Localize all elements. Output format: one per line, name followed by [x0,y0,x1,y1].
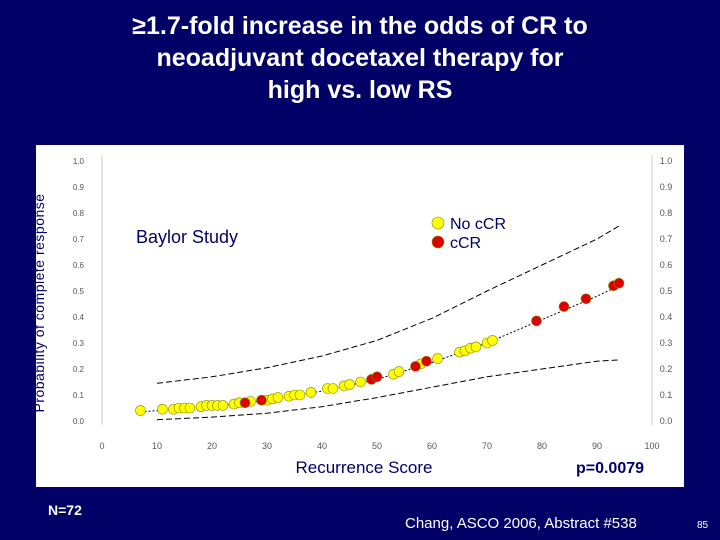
ci-upper-curve [156,225,620,384]
chart-panel: 0 10 20 30 40 50 60 70 80 90 100 1.0 0.9 0.8 0.7 0.6 0.5… [36,145,684,487]
no-ccr-point [344,379,355,390]
no-ccr-point [294,389,306,401]
no-ccr-point [272,392,284,403]
no-ccr-point [305,387,317,398]
no-ccr-point [355,376,366,388]
no-ccr-point [487,335,498,346]
y-axis-label: Probability of complete response [36,193,47,412]
x-tick-label: 0 [99,441,104,451]
ccr-point [371,371,383,383]
ci-lower-curve [156,359,620,421]
y-tick-label-right: 0.7 [660,234,673,244]
no-ccr-point [217,400,229,411]
y-tick-label-left: 0.2 [73,365,85,374]
y-tick-label-left: 0.3 [73,339,85,348]
x-tick-label: 100 [644,441,659,451]
y-tick-label-left: 0.9 [73,183,85,192]
y-tick-label-right: 0.5 [660,286,673,296]
y-tick-label-left: 0.7 [73,235,85,244]
legend-label: No cCR [450,216,506,233]
study-label: Baylor Study [136,227,238,247]
ccr-point [531,315,542,327]
title-line-3: high vs. low RS [267,76,453,104]
no-ccr-point [432,353,443,364]
y-tick-label-right: 0.8 [660,208,673,218]
no-ccr-point [157,403,168,415]
ccr-point [256,394,267,406]
title-line-1: ≥1.7-fold increase in the odds of CR to [132,12,588,40]
x-tick-label: 80 [537,441,547,451]
no-ccr-point [135,405,146,416]
ccr-point [580,293,592,305]
x-tick-label: 50 [372,441,382,451]
no-ccr-point [327,383,339,394]
y-tick-label-right: 1.0 [660,156,673,166]
ccr-point [421,355,432,367]
y-tick-label-left: 0.0 [73,417,85,426]
ccr-point [410,361,421,372]
p-value-label: p=0.0079 [576,460,644,477]
y-tick-label-right: 0.9 [660,182,673,192]
y-tick-label-left: 0.1 [73,391,85,400]
ccr-point [613,277,625,289]
y-tick-label-right: 0.6 [660,260,673,270]
fit-curve [140,285,620,413]
x-tick-label: 10 [152,441,162,451]
x-tick-label: 70 [482,441,492,451]
y-tick-label-left: 0.8 [73,209,85,218]
legend-label: cCR [450,235,481,252]
y-tick-label-right: 0.2 [660,364,673,374]
y-tick-label-left: 0.4 [73,313,85,322]
x-tick-label: 60 [427,441,437,451]
y-tick-label-left: 0.5 [73,287,85,296]
y-tick-label-right: 0.0 [660,416,673,426]
citation: Chang, ASCO 2006, Abstract #538 [405,515,637,532]
x-tick-label: 30 [262,441,272,451]
y-tick-label-left: 0.6 [73,261,85,270]
slide-title: ≥1.7-fold increase in the odds of CR to … [20,10,700,106]
no-ccr-point [184,402,196,414]
no-ccr-point [470,341,482,353]
title-line-2: neoadjuvant docetaxel therapy for [156,44,564,72]
ccr-point [558,301,570,312]
legend-marker [431,216,445,230]
x-tick-label: 20 [207,441,217,451]
legend-marker [431,235,445,249]
y-tick-label-left: 1.0 [73,157,85,166]
scatter-chart: 0 10 20 30 40 50 60 70 80 90 100 1.0 0.9 0.8 0.7 0.6 0.5… [36,155,673,477]
y-tick-label-right: 0.1 [660,390,673,400]
x-axis-label: Recurrence Score [295,458,432,477]
x-tick-label: 40 [317,441,327,451]
x-tick-label: 90 [592,441,602,451]
y-tick-label-right: 0.4 [660,312,673,322]
ccr-point [239,397,251,409]
slide-number: 85 [697,520,709,531]
no-ccr-point [393,366,405,377]
sample-size-label: N=72 [48,502,82,518]
y-tick-label-right: 0.3 [660,338,673,348]
